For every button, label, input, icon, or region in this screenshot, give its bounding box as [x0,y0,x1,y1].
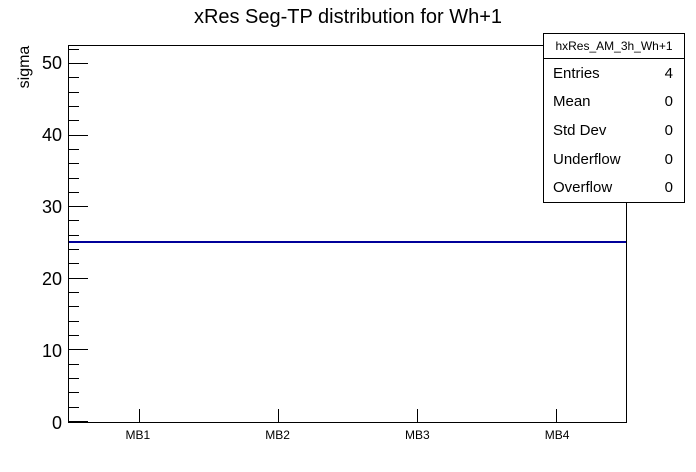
x-tick-label: MB3 [405,428,430,442]
x-tick-label: MB2 [265,428,290,442]
y-tick-label: 40 [41,125,62,145]
stats-row: Overflow 0 [544,173,684,202]
y-minor-tick [69,406,79,408]
stats-row: Underflow 0 [544,145,684,174]
y-minor-tick [69,91,79,93]
y-minor-tick [69,77,79,79]
histogram-line [69,241,626,243]
chart-title: xRes Seg-TP distribution for Wh+1 [193,6,503,28]
y-minor-tick [69,163,79,165]
y-major-tick [69,206,88,208]
y-minor-tick [69,378,79,380]
y-tick-label: 20 [41,269,62,289]
stats-row-label: Overflow [553,179,613,197]
y-minor-tick [69,220,79,222]
stats-row: Entries 4 [544,59,684,88]
stats-row-label: Underflow [553,150,621,168]
x-bin-tick [138,409,140,422]
y-minor-tick [69,363,79,365]
x-bin-tick [277,409,279,422]
y-minor-tick [69,335,79,337]
stats-row: Std Dev 0 [544,116,684,145]
stats-box-rows: Entries 4 Mean 0 Std Dev 0 Underflow 0 Overflow 0 [544,59,684,202]
y-major-tick [69,62,88,64]
y-tick-label: 0 [51,413,62,433]
stats-row-value: 4 [664,64,673,82]
stats-row-label: Std Dev [553,121,607,139]
y-major-tick [69,421,88,422]
y-tick-label: 50 [41,53,62,73]
stats-row-value: 0 [664,121,673,139]
x-bin-tick [417,409,419,422]
y-minor-tick [69,105,79,107]
stats-row-value: 0 [664,150,673,168]
y-minor-tick [69,148,79,150]
x-tick-label: MB4 [544,428,570,442]
y-tick-label: 10 [41,341,62,361]
y-minor-tick [69,177,79,179]
stats-row-value: 0 [664,93,673,111]
stats-row-label: Mean [553,93,591,111]
y-minor-tick [69,263,79,265]
y-major-tick [69,277,88,279]
stats-box: hxRes_AM_3h_Wh+1 Entries 4 Mean 0 Std Dev 0 Un… [543,33,685,203]
y-major-tick [69,349,88,351]
y-minor-tick [69,120,79,122]
y-tick-label: 30 [41,197,62,217]
y-minor-tick [69,320,79,322]
y-minor-tick [69,191,79,193]
stats-box-title: hxRes_AM_3h_Wh+1 [544,34,684,59]
stats-row-value: 0 [664,179,673,197]
x-tick-label: MB1 [125,428,151,442]
y-minor-tick [69,234,79,236]
y-minor-tick [69,392,79,394]
y-minor-tick [69,249,79,251]
x-bin-tick [556,409,558,422]
y-minor-tick [69,292,79,294]
stats-row: Mean 0 [544,88,684,117]
y-minor-tick [69,306,79,308]
stats-row-label: Entries [553,64,600,82]
y-major-tick [69,134,88,136]
plot-frame [68,45,627,423]
y-minor-tick [69,48,79,50]
